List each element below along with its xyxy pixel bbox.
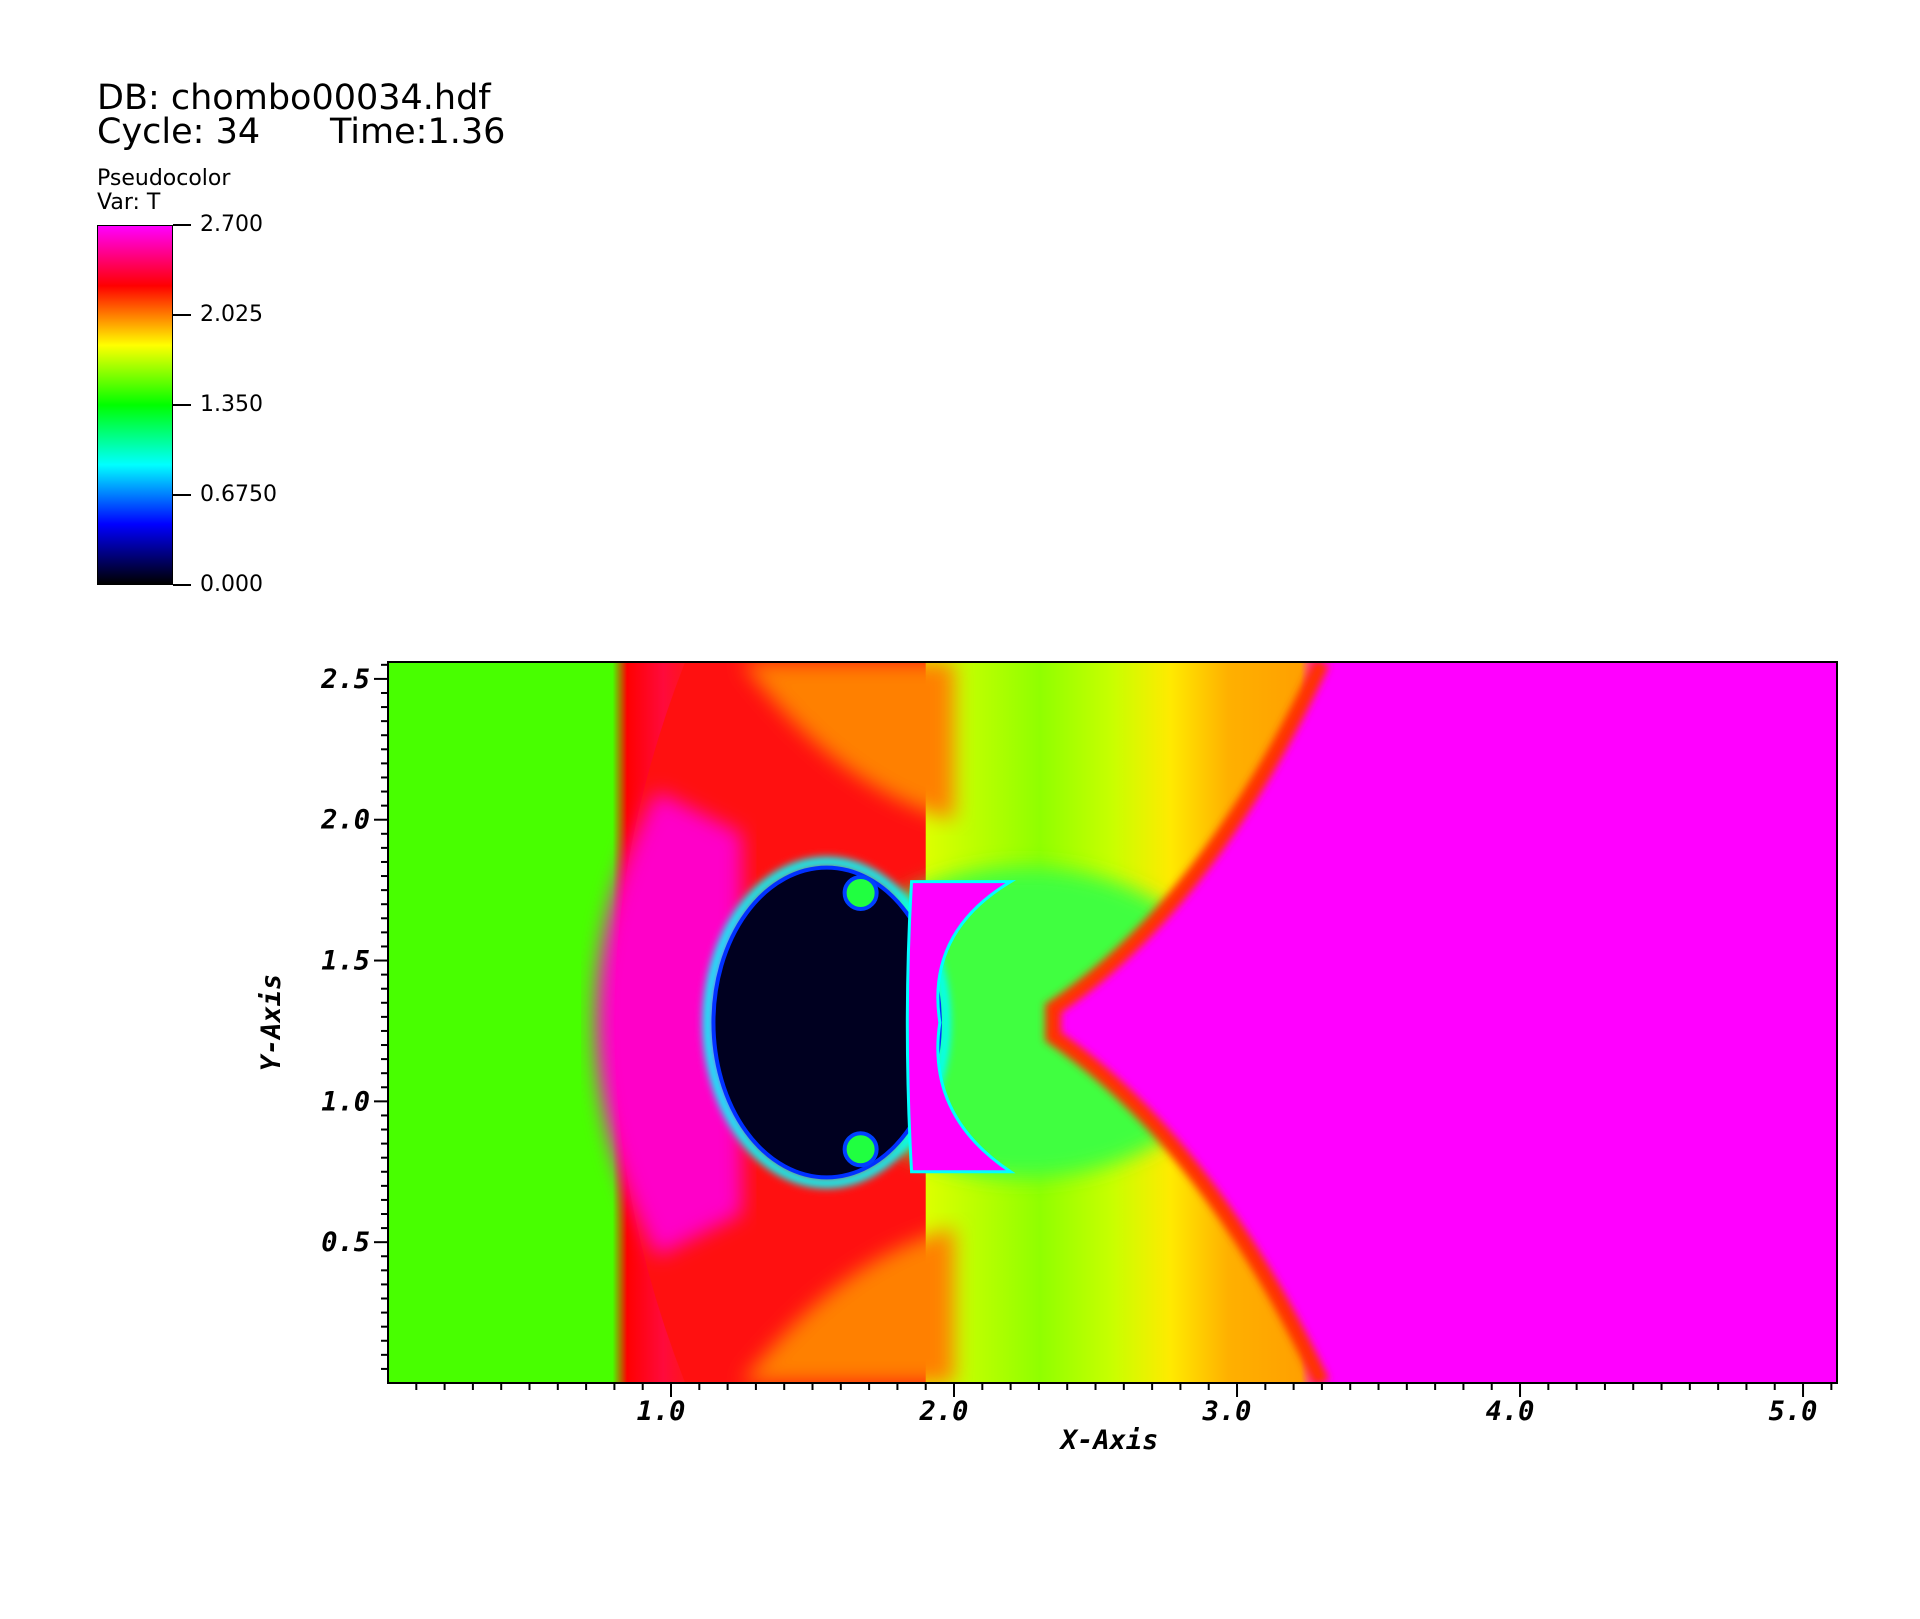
cycle-label: Cycle: 34 bbox=[97, 112, 261, 152]
colorbar-tick-label: 0.6750 bbox=[200, 482, 277, 507]
colorbar-tick-label: 1.350 bbox=[200, 392, 263, 417]
legend-title: Pseudocolor bbox=[97, 166, 231, 191]
legend-var: Var: T bbox=[97, 190, 161, 215]
colorbar-tick bbox=[173, 584, 191, 586]
colorbar-tick-label: 2.700 bbox=[200, 212, 263, 237]
colorbar-tick-label: 0.000 bbox=[200, 572, 263, 597]
x-tick-label: 4.0 bbox=[1486, 1396, 1535, 1427]
colorbar-tick bbox=[173, 404, 191, 406]
plot-frame bbox=[387, 661, 1838, 1384]
axes: 1.0 2.0 3.0 4.0 5.0 0.5 1.0 1.5 2.0 2.5 bbox=[320, 663, 1833, 1427]
y-tick-label: 0.5 bbox=[321, 1227, 370, 1258]
colorbar-tick bbox=[173, 224, 191, 226]
y-axis-label: Y-Axis bbox=[256, 974, 287, 1072]
y-tick-label: 2.5 bbox=[320, 664, 370, 695]
y-tick-label: 1.5 bbox=[321, 946, 370, 977]
x-tick-label: 3.0 bbox=[1202, 1396, 1252, 1427]
colorbar-tick bbox=[173, 494, 191, 496]
x-tick-label: 2.0 bbox=[919, 1396, 969, 1427]
x-tick-label: 5.0 bbox=[1769, 1396, 1818, 1427]
y-tick-label: 2.0 bbox=[320, 805, 370, 836]
temperature-field bbox=[388, 662, 1837, 1383]
y-tick-label: 1.0 bbox=[321, 1086, 370, 1117]
colorbar-tick bbox=[173, 314, 191, 316]
time-label: Time:1.36 bbox=[330, 112, 506, 152]
db-label: DB: chombo00034.hdf bbox=[97, 78, 491, 118]
x-axis-label: X-Axis bbox=[1059, 1425, 1159, 1456]
x-tick-label: 1.0 bbox=[637, 1396, 686, 1427]
colorbar bbox=[97, 225, 173, 585]
colorbar-tick-label: 2.025 bbox=[200, 302, 263, 327]
